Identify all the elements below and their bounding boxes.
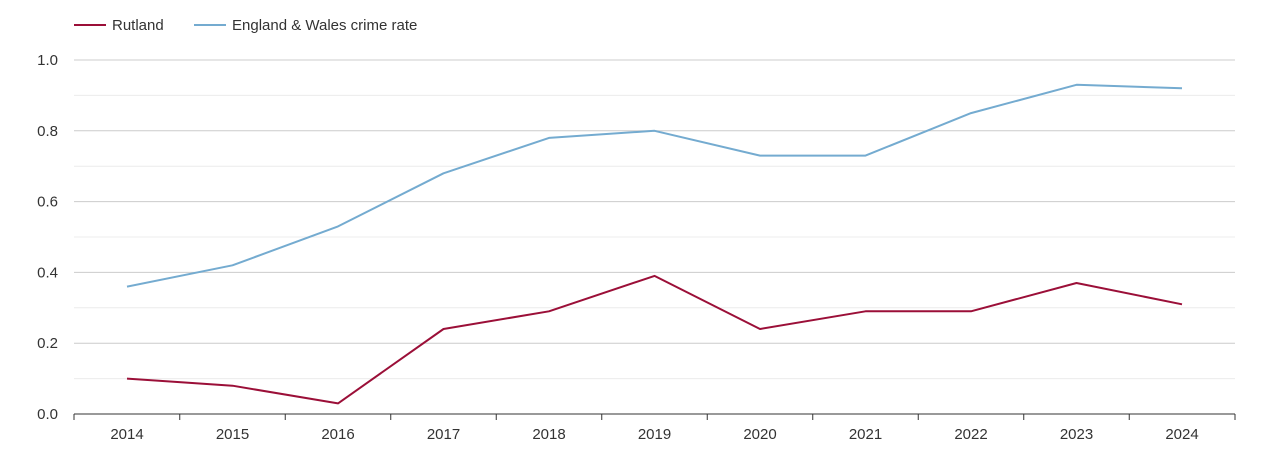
x-tick-label: 2024 [1165,426,1198,443]
x-tick-label: 2014 [110,426,143,443]
series-line-rutland [126,274,1183,405]
x-tick-label: 2018 [532,426,565,443]
legend: Rutland England & Wales crime rate [74,17,417,34]
grid-lines [74,59,1235,380]
y-tick-label: 0.6 [37,194,58,211]
x-tick-label: 2023 [1060,426,1093,443]
x-tick-label: 2019 [638,426,671,443]
y-tick-label: 0.4 [37,264,58,281]
x-tick-label: 2016 [321,426,354,443]
x-tick-label: 2022 [954,426,987,443]
series-line-england-wales-crime-rate [126,83,1183,288]
y-tick-label: 1.0 [37,52,58,69]
x-tick-label: 2015 [216,426,249,443]
x-tick-label: 2020 [743,426,776,443]
y-axis: 0.0 0.2 0.4 0.6 0.8 1.0 [37,52,58,423]
y-tick-label: 0.2 [37,335,58,352]
y-tick-label: 0.0 [37,406,58,423]
series-layer [126,83,1183,405]
x-tick-label: 2021 [849,426,882,443]
legend-label-rutland: Rutland [112,17,164,34]
x-tick-label: 2017 [427,426,460,443]
legend-label-england-wales: England & Wales crime rate [232,17,417,34]
y-tick-label: 0.8 [37,123,58,140]
x-axis: 2014 2015 2016 2017 2018 2019 2020 2021 2022 2023… [73,413,1236,443]
